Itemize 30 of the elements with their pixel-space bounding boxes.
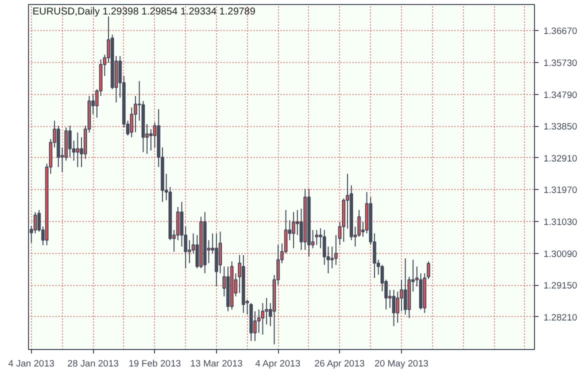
y-tick-label: 1.35730 <box>544 58 578 68</box>
x-tick-label: 19 Feb 2013 <box>128 358 181 368</box>
y-tick-label: 1.31970 <box>544 185 578 196</box>
y-tick-label: 1.36670 <box>544 26 578 36</box>
candlestick <box>214 232 218 288</box>
candlestick <box>392 289 396 327</box>
y-tick-label: 1.28210 <box>544 312 578 322</box>
y-tick-label: 1.32910 <box>544 153 578 164</box>
y-tick-label: 1.30090 <box>544 248 578 259</box>
y-tick-label: 1.33850 <box>544 122 578 132</box>
candlestick <box>68 125 72 158</box>
x-tick-label: 20 May 2013 <box>374 358 428 368</box>
candlestick <box>357 210 361 238</box>
y-tick-label: 1.34790 <box>544 90 578 100</box>
candlestick <box>134 95 138 133</box>
x-tick-label: 4 Apr 2013 <box>255 358 300 368</box>
chart-title: EURUSD,Daily 1.29398 1.29854 1.29334 1.29789 <box>32 6 256 18</box>
candlestick <box>292 212 296 249</box>
y-tick-label: 1.31030 <box>544 217 578 228</box>
candlestick <box>76 132 80 168</box>
x-tick-label: 28 Jan 2013 <box>67 358 119 368</box>
candlestick <box>149 128 153 151</box>
candlestick <box>400 279 404 312</box>
candlestick <box>314 230 318 246</box>
x-tick-label: 26 Apr 2013 <box>314 358 365 368</box>
x-tick-label: 13 Mar 2013 <box>190 358 243 368</box>
y-tick-label: 1.29150 <box>544 280 578 291</box>
candlestick <box>264 298 268 325</box>
x-tick-label: 4 Jan 2013 <box>8 358 54 368</box>
candlestick <box>404 258 408 316</box>
